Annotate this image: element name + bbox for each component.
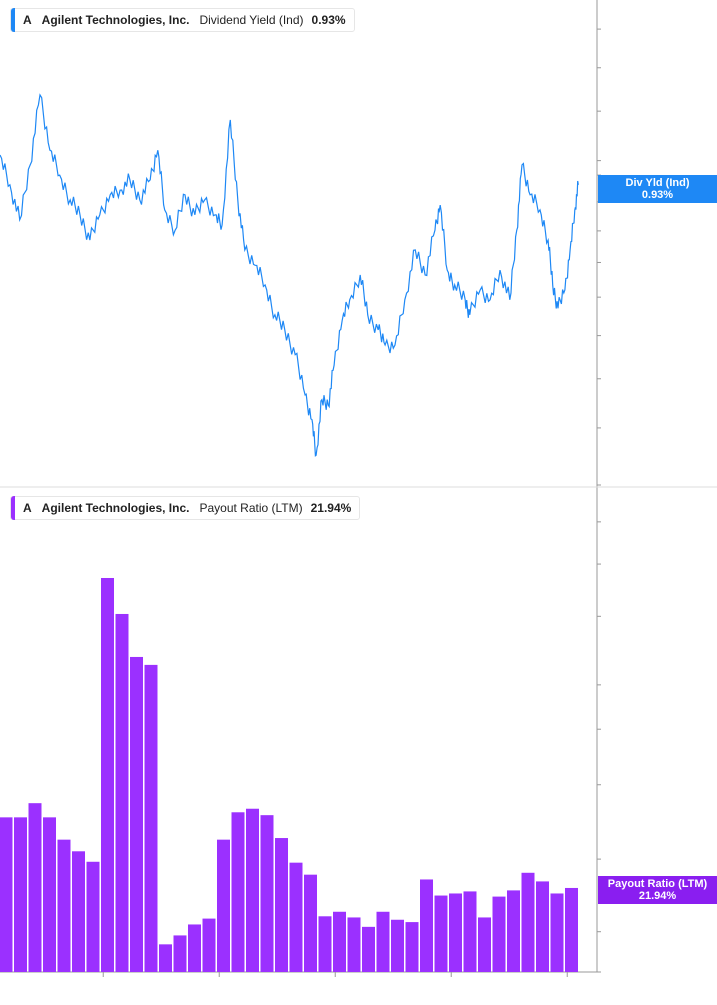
payout-ratio-bar xyxy=(449,893,462,972)
payout-ratio-bar xyxy=(304,874,317,972)
payout-ratio-bar xyxy=(463,891,477,972)
bottom-legend[interactable]: A Agilent Technologies, Inc. Payout Rati… xyxy=(10,496,361,520)
payout-ratio-bar xyxy=(478,917,491,972)
payout-ratio-bar xyxy=(28,803,42,972)
payout-ratio-bar xyxy=(318,916,332,972)
payout-ratio-bar xyxy=(130,656,143,972)
payout-ratio-bar xyxy=(159,944,172,972)
payout-ratio-bar xyxy=(57,839,71,972)
payout-ratio-bar xyxy=(420,879,433,972)
flag-label: Div Yld (Ind) xyxy=(625,177,690,189)
payout-ratio-bar xyxy=(521,872,535,972)
series-color-swatch xyxy=(11,496,15,520)
payout-ratio-bar xyxy=(362,926,375,972)
payout-ratio-bar xyxy=(115,613,129,972)
flag-label: Payout Ratio (LTM) xyxy=(607,878,708,890)
payout-ratio-bar xyxy=(347,917,361,972)
payout-ratio-bar xyxy=(260,815,274,972)
payout-ratio-bar xyxy=(0,817,13,972)
payout-ratio-bar xyxy=(173,935,187,972)
flag-value: 0.93% xyxy=(641,189,674,201)
payout-ratio-bar xyxy=(14,817,27,972)
metric-name: Payout Ratio (LTM) xyxy=(199,501,303,515)
payout-ratio-bar xyxy=(86,861,100,972)
payout-ratio-bar xyxy=(144,664,158,972)
payout-ratio-bar xyxy=(217,839,230,972)
payout-ratio-bar xyxy=(405,922,419,972)
payout-ratio-bar xyxy=(492,896,506,972)
top-value-flag: Div Yld (Ind) 0.93% xyxy=(598,175,717,203)
payout-ratio-bar xyxy=(188,924,201,972)
metric-value: 0.93% xyxy=(311,13,346,27)
payout-ratio-bar xyxy=(536,881,549,972)
payout-ratio-bar xyxy=(246,808,259,972)
payout-ratio-bar xyxy=(43,817,56,972)
dividend-yield-line xyxy=(0,93,579,457)
payout-ratio-bar xyxy=(434,895,448,972)
ticker: A xyxy=(23,13,32,27)
payout-ratio-bar xyxy=(289,862,303,972)
payout-ratio-bar xyxy=(565,887,578,972)
payout-ratio-bar xyxy=(376,911,390,972)
payout-ratio-bar xyxy=(391,919,404,972)
payout-ratio-bar xyxy=(231,812,245,972)
metric-value: 21.94% xyxy=(310,501,352,515)
company-name: Agilent Technologies, Inc. xyxy=(41,501,190,515)
payout-ratio-bar xyxy=(101,577,114,972)
payout-ratio-bar xyxy=(275,838,288,972)
metric-name: Dividend Yield (Ind) xyxy=(199,13,304,27)
payout-ratio-bar xyxy=(202,918,216,972)
payout-ratio-bar xyxy=(550,893,564,972)
bottom-value-flag: Payout Ratio (LTM) 21.94% xyxy=(598,876,717,904)
payout-ratio-bar xyxy=(333,911,346,972)
series-color-swatch xyxy=(11,8,15,32)
ticker: A xyxy=(23,501,32,515)
payout-ratio-bar xyxy=(72,851,85,972)
payout-ratio-bar xyxy=(507,890,520,972)
company-name: Agilent Technologies, Inc. xyxy=(41,13,190,27)
top-legend[interactable]: A Agilent Technologies, Inc. Dividend Yi… xyxy=(10,8,355,32)
flag-value: 21.94% xyxy=(638,890,677,902)
